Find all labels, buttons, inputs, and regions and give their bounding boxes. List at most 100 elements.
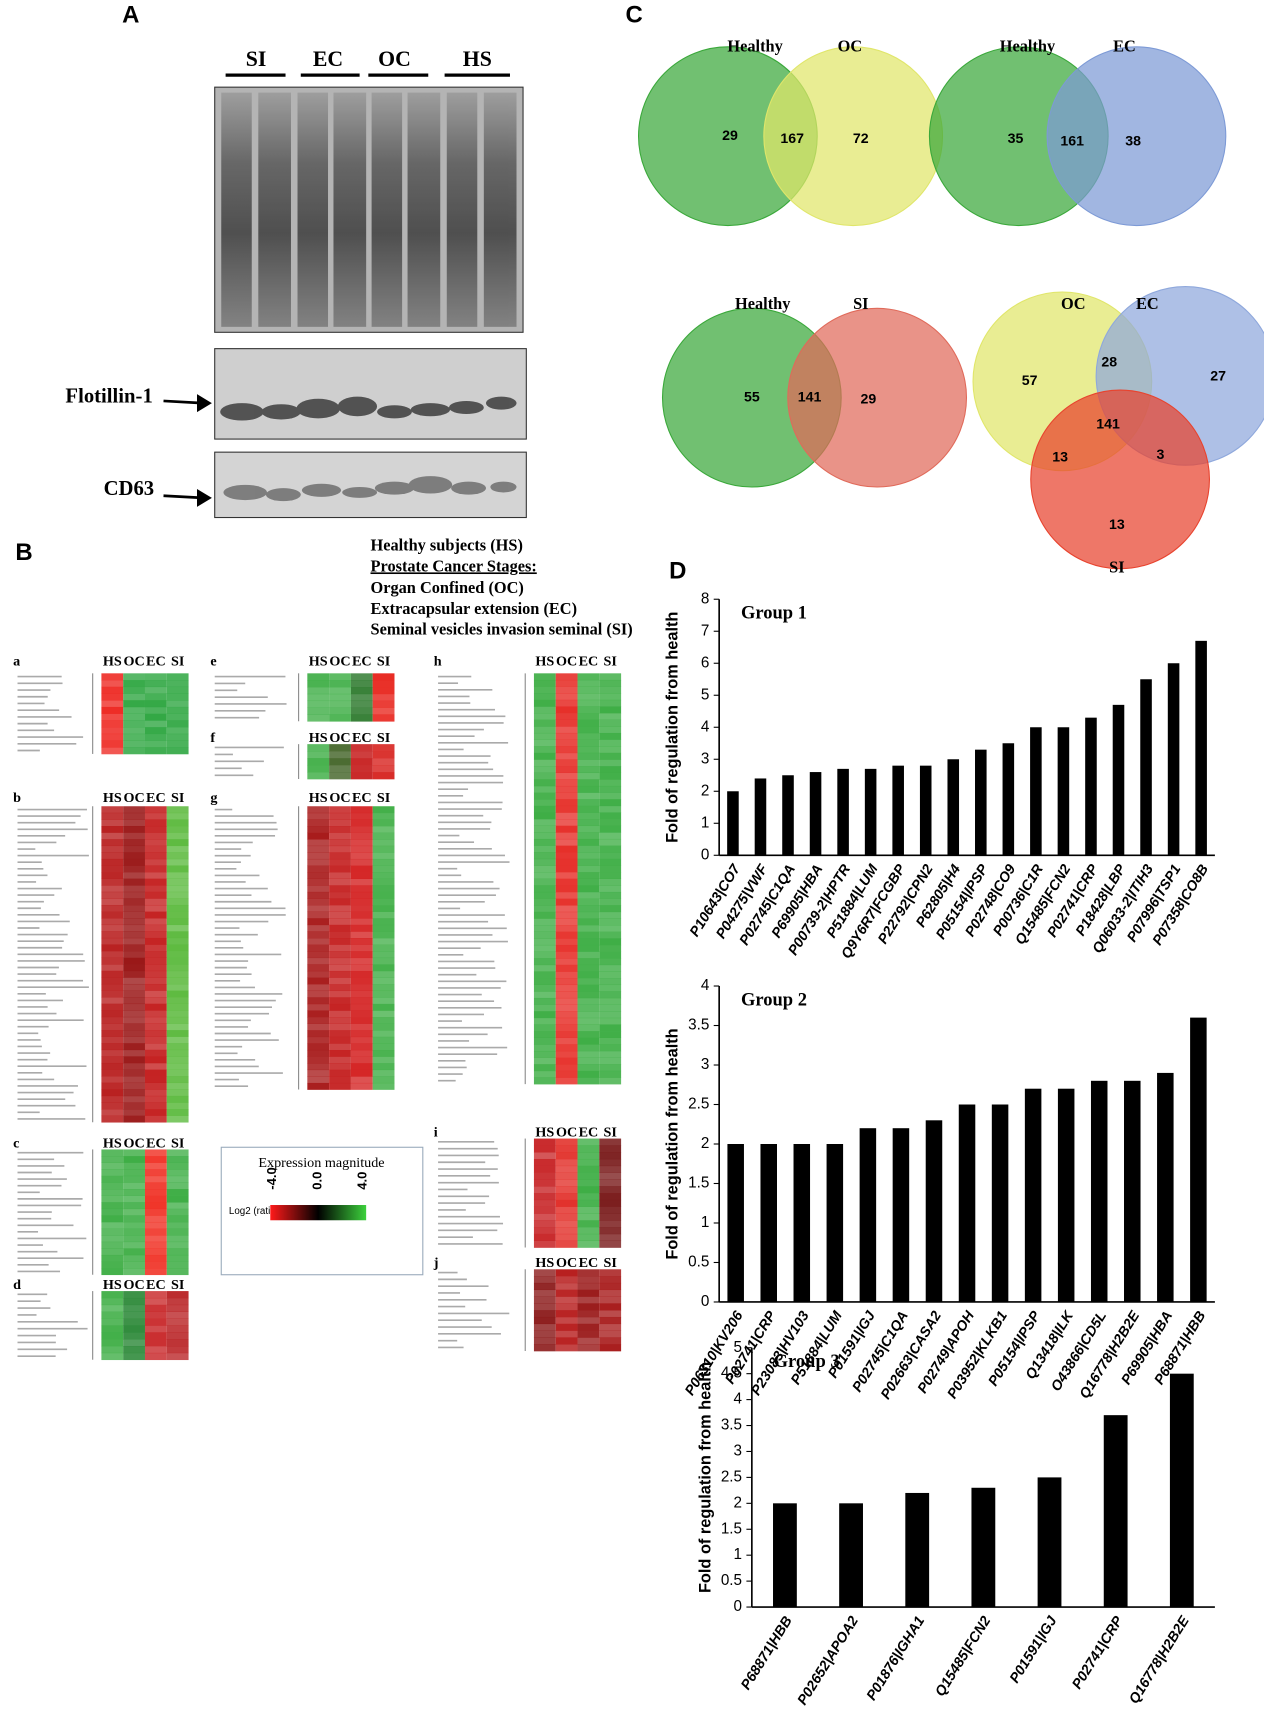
heatmap-cell	[123, 806, 145, 814]
heatmap-cell	[329, 858, 351, 866]
heatmap-cell	[123, 924, 145, 932]
heatmap-cell	[555, 1323, 578, 1331]
heatmap-cell	[577, 1064, 600, 1072]
heatmap-cell	[101, 1102, 124, 1110]
heatmap-cell	[144, 733, 167, 741]
heatmap-cell	[599, 825, 622, 833]
heatmap-cell	[123, 1318, 145, 1326]
column-header: OC	[556, 654, 577, 670]
heatmap-cell	[166, 951, 189, 958]
heatmap-cell	[372, 826, 395, 833]
heatmap-cell	[350, 938, 373, 945]
venn-count: 167	[780, 131, 804, 147]
heatmap-cell	[101, 806, 124, 814]
heatmap-cell	[577, 1233, 600, 1242]
heatmap-cell	[599, 852, 622, 860]
heatmap-cell	[577, 1077, 600, 1085]
heatmap-cell	[144, 806, 167, 814]
venn-count: 38	[1125, 133, 1141, 149]
heatmap-cell	[144, 964, 167, 972]
heatmap-cell	[123, 1332, 145, 1340]
heatmap-cell	[599, 1296, 622, 1304]
heatmap-cell	[123, 686, 145, 694]
heatmap-cell	[533, 1213, 556, 1221]
heatmap-cell	[533, 1233, 556, 1242]
bar	[727, 791, 739, 856]
heatmap-cell	[533, 713, 556, 721]
heatmap-cell	[533, 1017, 556, 1025]
heatmap-cell	[555, 951, 578, 959]
heatmap-cell	[533, 931, 556, 939]
heatmap-cell	[599, 772, 622, 780]
heatmap-cell	[555, 911, 578, 919]
heatmap-cell	[166, 839, 189, 847]
heatmap-cell	[533, 1145, 556, 1153]
heatmap-cell	[577, 1138, 600, 1146]
heatmap-cell	[166, 680, 189, 688]
heatmap-cell	[101, 1304, 124, 1313]
heatmap-cell	[577, 1172, 600, 1180]
heatmap-cell	[555, 938, 578, 946]
heatmap-cell	[350, 858, 373, 866]
heatmap-cell	[350, 931, 373, 939]
heatmap-cell	[123, 904, 145, 912]
column-header: EC	[146, 1277, 166, 1293]
heatmap-cell	[123, 1268, 145, 1276]
heatmap-cell	[350, 1043, 373, 1051]
heatmap-cell	[555, 759, 578, 767]
heatmap-cell	[533, 746, 556, 754]
heatmap-cell	[577, 918, 600, 926]
heatmap-cell	[577, 1193, 600, 1201]
heatmap-cell	[372, 905, 395, 912]
heatmap-cell	[101, 1254, 124, 1262]
heatmap-cell	[123, 937, 145, 945]
y-tick-label: 3	[701, 750, 709, 767]
heatmap-cell	[555, 984, 578, 992]
heatmap-cell	[555, 713, 578, 721]
heatmap-cell	[599, 1193, 622, 1201]
heatmap-cell	[577, 1031, 600, 1039]
heatmap-cell	[123, 1082, 145, 1090]
heatmap-cell	[307, 865, 330, 873]
heatmap-cell	[144, 898, 167, 906]
heatmap-cell	[123, 1261, 145, 1269]
heatmap-cell	[166, 977, 189, 985]
heatmap-cell	[350, 751, 373, 759]
heatmap-cell	[144, 1089, 167, 1097]
heatmap-cell	[123, 911, 145, 919]
heatmap-cell	[307, 1049, 330, 1057]
heatmap-cell	[599, 1037, 622, 1045]
heatmap-cell	[599, 1145, 622, 1153]
column-header: HS	[535, 654, 554, 670]
heatmap-cell	[599, 1017, 622, 1025]
heatmap-cell	[555, 858, 578, 866]
heatmap-cell	[329, 765, 351, 773]
heatmap-cell	[123, 1056, 145, 1064]
heatmap-cell	[555, 1050, 578, 1058]
heatmap-cell	[101, 1195, 124, 1203]
section-label: j	[433, 1255, 439, 1271]
heatmap-cell	[372, 751, 395, 759]
heatmap-cell	[599, 1077, 622, 1085]
heatmap-cell	[350, 872, 373, 880]
heatmap-cell	[372, 693, 395, 702]
heatmap-cell	[577, 891, 600, 899]
heatmap-cell	[577, 832, 600, 840]
heatmap-cell	[101, 1109, 124, 1116]
legend-line: Organ Confined (OC)	[371, 578, 524, 597]
heatmap-cell	[577, 1050, 600, 1058]
heatmap-cell	[307, 1036, 330, 1044]
heatmap-cell	[555, 812, 578, 820]
heatmap-cell	[533, 679, 556, 687]
heatmap-cell	[166, 1208, 189, 1216]
blot-lanes	[221, 92, 517, 327]
heatmap-cell	[533, 1165, 556, 1173]
heatmap-cell	[166, 1023, 189, 1031]
heatmap-cell	[577, 819, 600, 827]
heatmap-cell	[372, 891, 395, 899]
heatmap-cell	[144, 1003, 167, 1011]
heatmap-cell	[555, 878, 578, 886]
heatmap-cell	[533, 819, 556, 827]
heatmap-cell	[101, 1169, 124, 1177]
heatmap-cell	[577, 699, 600, 707]
